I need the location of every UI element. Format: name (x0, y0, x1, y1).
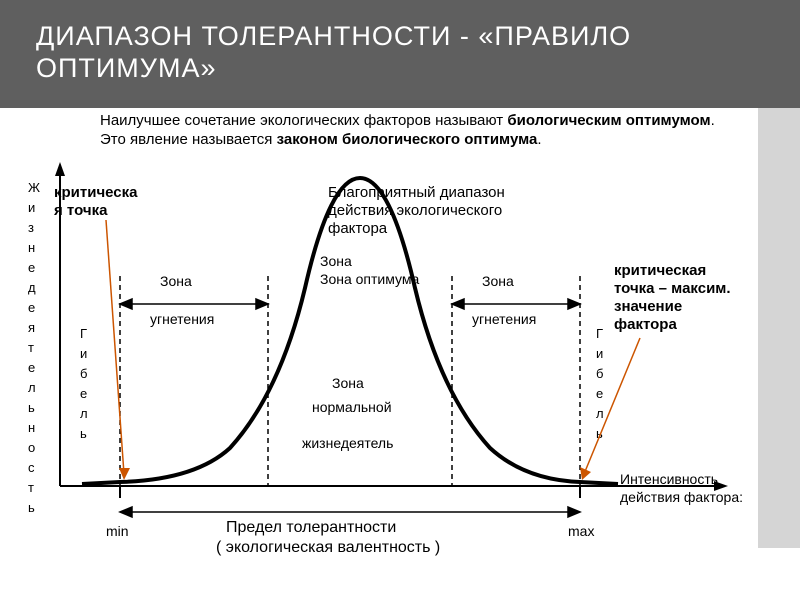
svg-text:и: и (596, 346, 603, 361)
svg-text:о: о (28, 440, 35, 455)
crit-left-1: критическа (54, 184, 138, 201)
crit-right-4: фактора (614, 316, 677, 333)
tolerance-curve-svg: Ж и з н е д е я т е л ь н о с т ь (20, 108, 758, 568)
svg-text:ь: ь (28, 500, 35, 515)
svg-text:б: б (596, 366, 603, 381)
y-axis-label: Ж и з н е д е я т е л ь н о с т ь (28, 180, 40, 515)
svg-text:б: б (80, 366, 87, 381)
fav-1: Благоприятный диапазон (328, 184, 505, 201)
svg-text:и: и (28, 200, 35, 215)
svg-text:т: т (28, 480, 34, 495)
x-axis-label-1: Интенсивность (620, 471, 718, 487)
svg-text:с: с (28, 460, 35, 475)
svg-text:я: я (28, 320, 35, 335)
title-bar: ДИАПАЗОН ТОЛЕРАНТНОСТИ - «ПРАВИЛО ОПТИМУ… (0, 0, 800, 108)
svg-text:и: и (80, 346, 87, 361)
favorable-range-annot: Благоприятный диапазон действия экологич… (328, 184, 588, 238)
intro-text: Наилучшее сочетание экологических фактор… (100, 112, 740, 150)
slide-title: ДИАПАЗОН ТОЛЕРАНТНОСТИ - «ПРАВИЛО ОПТИМУ… (0, 0, 800, 85)
chart-area: Наилучшее сочетание экологических фактор… (20, 108, 758, 568)
x-min-label: min (106, 523, 129, 539)
x-axis-label-2: действия фактора: (620, 489, 743, 505)
fav-3: фактора (328, 220, 387, 237)
crit-right-2: точка – максим. (614, 280, 731, 297)
zone-supp-left-1: Зона (160, 273, 192, 289)
zone-supp-right-1: Зона (482, 273, 514, 289)
svg-text:з: з (28, 220, 34, 235)
intro-post: . (537, 131, 541, 148)
intro-b2: законом биологического оптимума (277, 131, 538, 148)
svg-text:Г: Г (596, 326, 603, 341)
svg-text:л: л (28, 380, 36, 395)
svg-text:е: е (28, 300, 35, 315)
svg-text:ь: ь (596, 426, 603, 441)
crit-left-2: я точка (54, 202, 107, 219)
svg-text:д: д (28, 280, 36, 295)
crit-right-1: критическая (614, 262, 706, 279)
zone-norm-3: жизнедеятель (302, 435, 393, 451)
svg-text:е: е (80, 386, 87, 401)
svg-text:т: т (28, 340, 34, 355)
zone-supp-left-2: угнетения (150, 311, 214, 327)
intro-b1: биологическим оптимумом (507, 112, 710, 129)
tolerance-1: Предел толерантности (226, 519, 396, 536)
svg-text:л: л (80, 406, 88, 421)
zone-opt-label-1: Зона (320, 253, 352, 269)
zone-opt-label-2: Зона оптимума (320, 271, 419, 287)
svg-text:л: л (596, 406, 604, 421)
svg-text:ь: ь (28, 400, 35, 415)
svg-text:е: е (28, 360, 35, 375)
crit-point-right-annot: критическая точка – максим. значение фак… (614, 262, 764, 334)
death-left: Г и б е л ь (80, 326, 88, 441)
svg-text:Ж: Ж (28, 180, 40, 195)
intro-pre: Наилучшее сочетание экологических фактор… (100, 112, 507, 129)
svg-text:е: е (28, 260, 35, 275)
fav-2: действия экологического (328, 202, 502, 219)
svg-text:ь: ь (80, 426, 87, 441)
crit-right-3: значение (614, 298, 682, 315)
svg-text:Г: Г (80, 326, 87, 341)
tolerance-2: ( экологическая валентность ) (216, 539, 440, 556)
death-right: Г и б е л ь (596, 326, 604, 441)
svg-text:н: н (28, 240, 35, 255)
svg-text:е: е (596, 386, 603, 401)
slide: ДИАПАЗОН ТОЛЕРАНТНОСТИ - «ПРАВИЛО ОПТИМУ… (0, 0, 800, 600)
zone-supp-right-2: угнетения (472, 311, 536, 327)
zone-norm-1: Зона (332, 375, 364, 391)
svg-text:н: н (28, 420, 35, 435)
zone-norm-2: нормальной (312, 399, 392, 415)
x-max-label: max (568, 523, 594, 539)
crit-point-left-annot: критическа я точка (54, 184, 174, 220)
